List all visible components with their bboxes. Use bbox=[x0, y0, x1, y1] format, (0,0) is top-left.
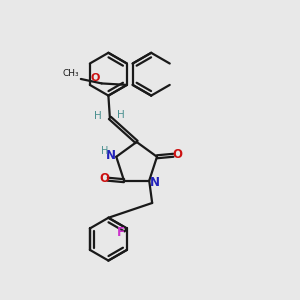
Text: H: H bbox=[101, 146, 109, 156]
Text: O: O bbox=[99, 172, 109, 185]
Text: H: H bbox=[117, 110, 125, 120]
Text: O: O bbox=[172, 148, 182, 161]
Text: F: F bbox=[116, 226, 124, 239]
Text: N: N bbox=[106, 149, 116, 162]
Text: O: O bbox=[91, 73, 100, 82]
Text: H: H bbox=[94, 110, 102, 121]
Text: N: N bbox=[150, 176, 160, 189]
Text: CH₃: CH₃ bbox=[63, 69, 80, 78]
